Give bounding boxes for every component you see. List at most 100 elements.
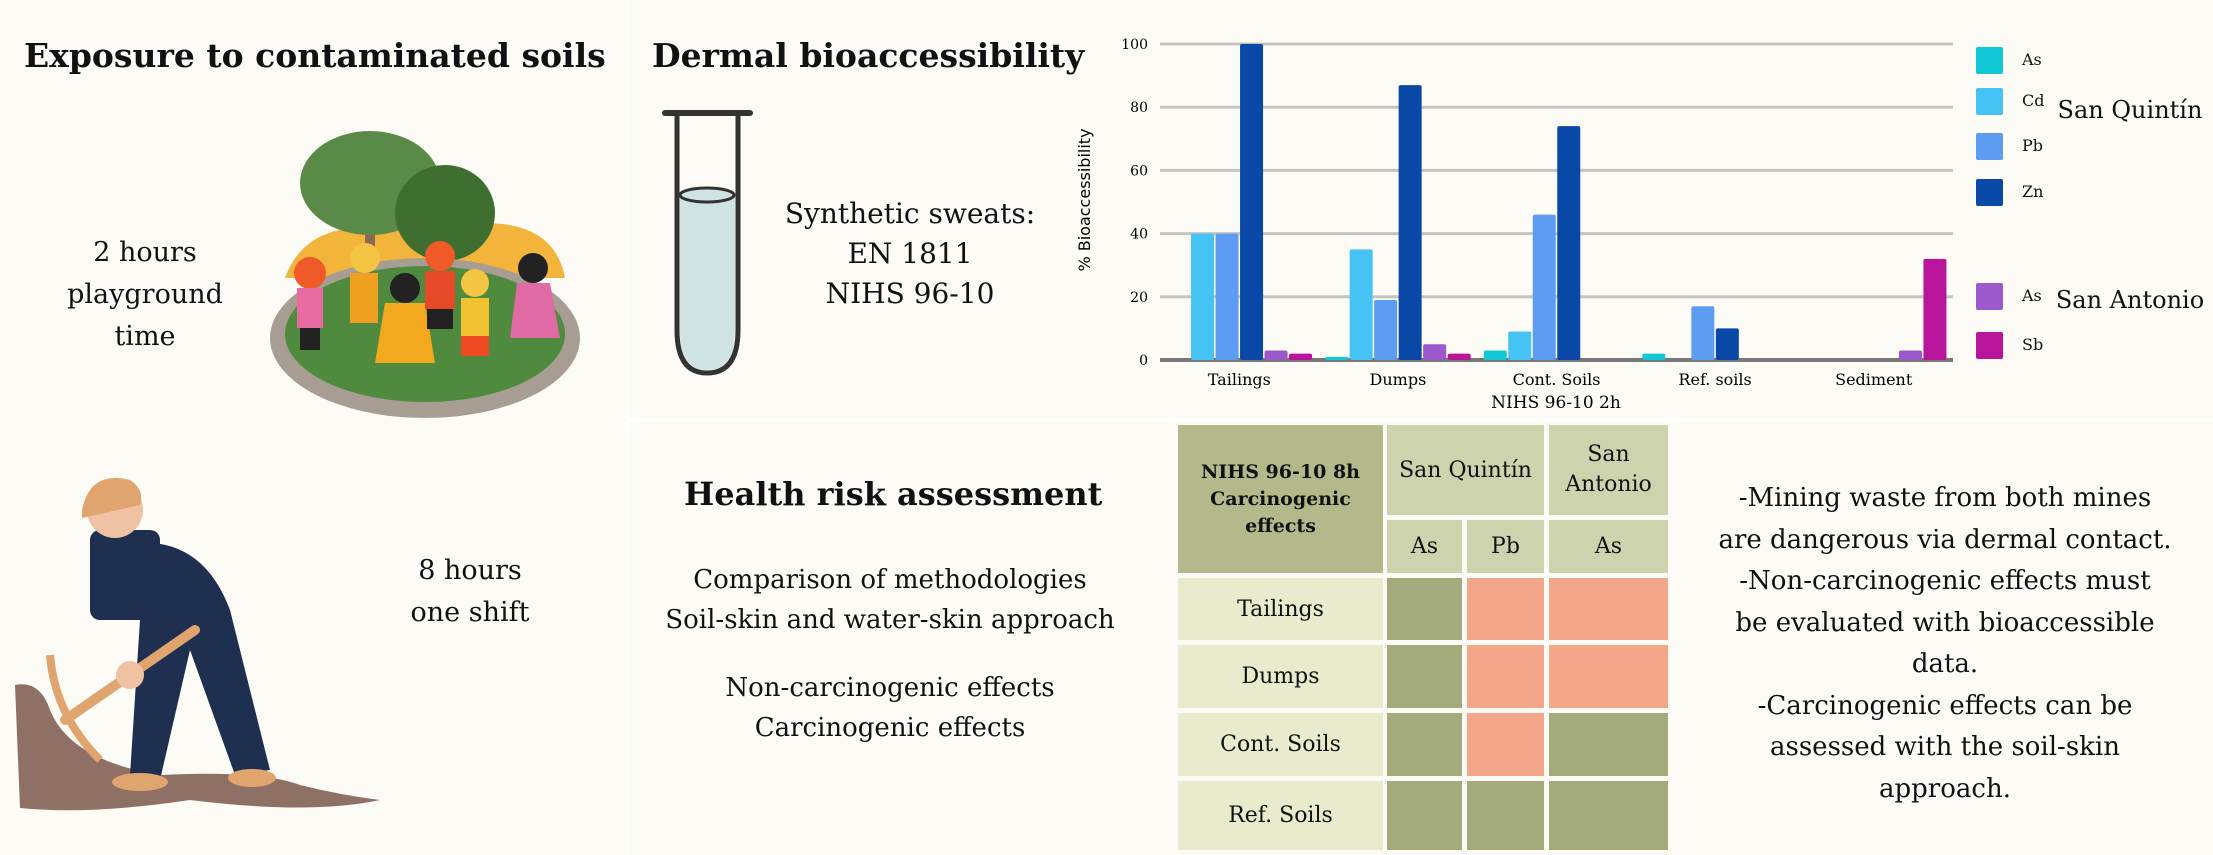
table-row-label: Cont. Soils	[1178, 713, 1383, 776]
bar-cont-soils-cd	[1508, 331, 1532, 360]
x-axis-label: NIHS 96-10 2h	[1491, 393, 1621, 413]
table-header-element: As	[1549, 520, 1668, 573]
bar-tailings-pb	[1215, 233, 1239, 360]
text-line: 8 hours	[418, 555, 522, 586]
y-tick-label: 20	[1130, 290, 1148, 306]
playground-children-illustration	[270, 131, 580, 418]
bar-tailings-sb	[1289, 353, 1313, 360]
text-line: one shift	[410, 597, 530, 628]
y-tick-label: 100	[1121, 37, 1148, 53]
risk-cell-high	[1549, 645, 1668, 708]
bar-ref-soils-as	[1642, 353, 1666, 360]
legend-label: Cd	[2022, 91, 2045, 110]
text-line: 2 hours	[93, 237, 197, 268]
legend-swatch-pb	[1976, 133, 2003, 160]
legend-swatch-sb	[1976, 332, 2003, 359]
table-header-san-quintin: San Quintín	[1387, 425, 1544, 515]
risk-cell-high	[1467, 713, 1544, 776]
bar-dumps-cd	[1349, 249, 1373, 360]
legend-swatch-as	[1976, 47, 2003, 74]
table-header-element: Pb	[1467, 520, 1544, 573]
text-line: Carcinogenic effects	[754, 713, 1026, 743]
risk-cell-low	[1387, 781, 1462, 850]
y-tick-label: 0	[1139, 353, 1148, 369]
risk-cell-low	[1387, 578, 1462, 640]
text-line: effects	[1245, 514, 1316, 537]
risk-cell-low	[1549, 713, 1668, 776]
health-methods-text: Comparison of methodologies Soil-skin an…	[640, 560, 1140, 748]
bar-tailings-zn	[1240, 44, 1264, 360]
y-axis-label: % Bioaccessibility	[1075, 128, 1094, 271]
risk-cell-low	[1387, 645, 1462, 708]
conclusions-text: -Mining waste from both mines are danger…	[1700, 478, 2190, 810]
risk-cell-high	[1467, 645, 1544, 708]
y-tick-label: 80	[1130, 100, 1148, 116]
x-tick-label: Cont. Soils	[1513, 370, 1601, 389]
bar-tailings-cd	[1191, 233, 1215, 360]
text-line: -Mining waste from both mines	[1738, 483, 2152, 513]
test-tube-icon	[662, 110, 753, 376]
bar-ref-soils-zn	[1715, 328, 1739, 360]
text-line: assessed with the soil-skin	[1770, 732, 2120, 762]
text-line: -Non-carcinogenic effects must	[1739, 566, 2151, 596]
text-line: NIHS 96-10	[825, 277, 995, 310]
legend-group-san-quintin: San Quintín	[2057, 96, 2203, 124]
text-line: playground	[67, 279, 223, 310]
bar-dumps-zn	[1398, 85, 1422, 360]
x-tick-label: Dumps	[1370, 370, 1427, 389]
text-line: Synthetic sweats:	[784, 197, 1036, 230]
risk-cell-high	[1467, 578, 1544, 640]
bar-sediment-as	[1898, 350, 1922, 360]
bar-cont-soils-as	[1483, 350, 1507, 360]
panel-divider-vertical	[625, 0, 629, 855]
text-line: Carcinogenic	[1210, 487, 1351, 510]
table-header-san-antonio: San Antonio	[1549, 425, 1668, 515]
text-line: Comparison of methodologies	[693, 565, 1087, 595]
bioaccessibility-bar-chart: 0 20 40 60 80 100 Tailings Dumps Cont. Soils Ref.…	[1075, 37, 1953, 413]
table-corner-header: NIHS 96-10 8h Carcinogenic effects	[1178, 425, 1383, 573]
x-tick-label: Tailings	[1208, 370, 1271, 389]
bar-tailings-as	[1264, 350, 1288, 360]
bar-cont-soils-pb	[1532, 214, 1556, 360]
text-line: be evaluated with bioaccessible	[1735, 607, 2155, 638]
legend-swatch-as	[1976, 283, 2003, 310]
y-tick-label: 40	[1130, 227, 1148, 243]
text-line: time	[114, 321, 176, 352]
bar-cont-soils-zn	[1557, 126, 1581, 360]
bar-dumps-sb	[1447, 353, 1471, 360]
text-line: NIHS 96-10 8h	[1201, 460, 1360, 483]
worker-exposure-text: 8 hours one shift	[380, 550, 560, 634]
x-tick-label: Sediment	[1835, 370, 1913, 389]
miner-worker-illustration	[15, 478, 380, 811]
legend-label: As	[2022, 286, 2042, 305]
table-row-label: Ref. Soils	[1178, 781, 1383, 850]
text-line: Non-carcinogenic effects	[725, 673, 1055, 703]
legend-group-san-antonio: San Antonio	[2055, 286, 2205, 314]
risk-cell-high	[1549, 578, 1668, 640]
risk-cell-low	[1387, 713, 1462, 776]
legend-swatch-zn	[1976, 179, 2003, 206]
text-line: approach.	[1879, 773, 2011, 804]
bar-sediment-sb	[1923, 258, 1947, 360]
text-line: data.	[1911, 649, 1979, 679]
table-header-element: As	[1387, 520, 1462, 573]
y-tick-label: 60	[1130, 163, 1148, 179]
text-line: are dangerous via dermal contact.	[1718, 524, 2172, 555]
risk-cell-low	[1467, 781, 1544, 850]
bar-ref-soils-pb	[1691, 306, 1715, 360]
legend-label: Sb	[2022, 335, 2044, 354]
risk-cell-low	[1549, 781, 1668, 850]
bar-dumps-pb	[1374, 299, 1398, 360]
panel-divider-horizontal	[629, 418, 2213, 422]
legend-label: Pb	[2022, 136, 2044, 155]
legend-label: As	[2022, 50, 2042, 69]
legend-swatch-cd	[1976, 88, 2003, 115]
table-row-label: Dumps	[1178, 645, 1383, 708]
bar-dumps-as	[1423, 344, 1447, 360]
x-tick-label: Ref. soils	[1678, 370, 1751, 389]
text-line: Soil-skin and water-skin approach	[665, 605, 1115, 635]
exposure-title: Exposure to contaminated soils	[24, 36, 606, 75]
text-line: EN 1811	[847, 237, 973, 270]
health-risk-title: Health risk assessment	[684, 475, 1103, 513]
dermal-title: Dermal bioaccessibility	[652, 36, 1085, 75]
